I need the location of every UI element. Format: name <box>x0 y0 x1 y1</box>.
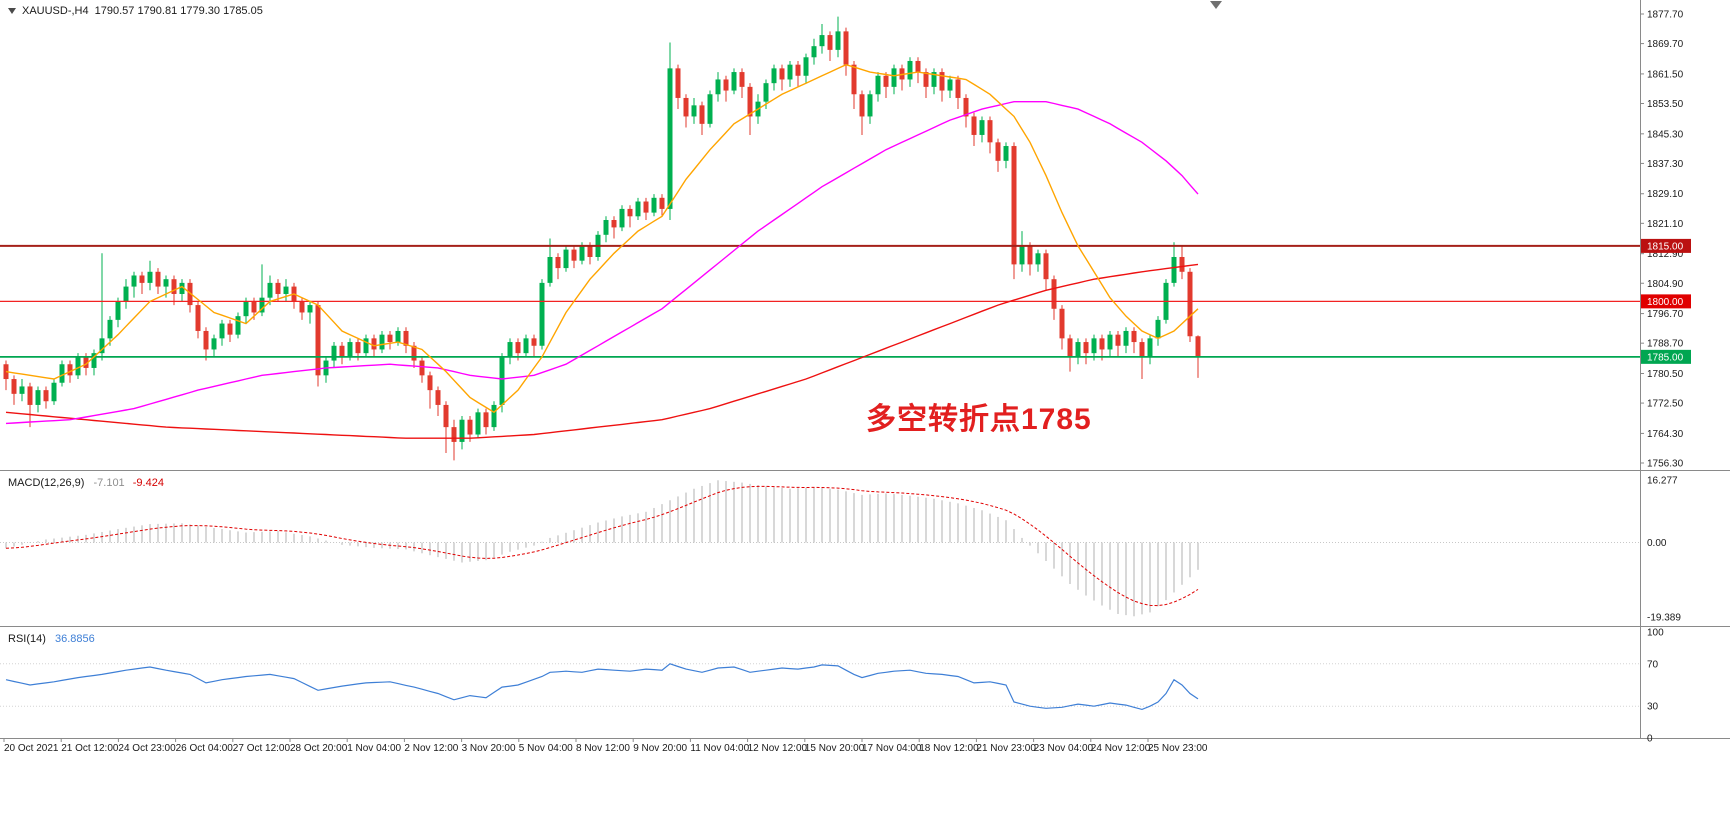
svg-text:1788.70: 1788.70 <box>1647 339 1684 350</box>
rsi-panel <box>0 663 1640 711</box>
svg-text:9 Nov 20:00: 9 Nov 20:00 <box>633 743 687 754</box>
svg-text:30: 30 <box>1647 702 1659 713</box>
macd-main-value: -7.101 <box>93 477 125 489</box>
macd-indicator-label: MACD(12,26,9) -7.101 -9.424 <box>8 477 164 489</box>
svg-text:5 Nov 04:00: 5 Nov 04:00 <box>519 743 573 754</box>
price-axis[interactable]: 1877.70 1869.70 1861.50 1853.50 1845.30 1837.… <box>1640 10 1691 745</box>
svg-text:1837.30: 1837.30 <box>1647 159 1684 170</box>
svg-text:27 Oct 12:00: 27 Oct 12:00 <box>233 743 291 754</box>
svg-text:12 Nov 12:00: 12 Nov 12:00 <box>748 743 808 754</box>
svg-text:28 Oct 20:00: 28 Oct 20:00 <box>290 743 348 754</box>
svg-text:70: 70 <box>1647 659 1659 670</box>
time-axis[interactable]: 20 Oct 2021 21 Oct 12:00 24 Oct 23:00 26 Oc… <box>3 738 1208 755</box>
svg-text:1869.70: 1869.70 <box>1647 39 1684 50</box>
svg-text:0.00: 0.00 <box>1647 538 1667 549</box>
svg-text:100: 100 <box>1647 628 1664 639</box>
svg-text:-19.389: -19.389 <box>1647 613 1681 624</box>
svg-text:1756.30: 1756.30 <box>1647 459 1684 470</box>
svg-text:25 Nov 23:00: 25 Nov 23:00 <box>1148 743 1208 754</box>
symbol-period-label: XAUUSD-,H4 <box>22 5 89 17</box>
svg-text:1800.00: 1800.00 <box>1647 297 1684 308</box>
svg-text:1796.70: 1796.70 <box>1647 309 1684 320</box>
svg-text:1845.30: 1845.30 <box>1647 129 1684 140</box>
svg-text:1785.00: 1785.00 <box>1647 352 1684 363</box>
svg-text:1812.90: 1812.90 <box>1647 249 1684 260</box>
rsi-indicator-label: RSI(14) 36.8856 <box>8 633 95 645</box>
svg-text:23 Nov 04:00: 23 Nov 04:00 <box>1034 743 1094 754</box>
svg-text:1853.50: 1853.50 <box>1647 99 1684 110</box>
svg-text:1772.50: 1772.50 <box>1647 399 1684 410</box>
svg-text:8 Nov 12:00: 8 Nov 12:00 <box>576 743 630 754</box>
svg-text:1804.90: 1804.90 <box>1647 279 1684 290</box>
svg-text:1764.30: 1764.30 <box>1647 429 1684 440</box>
svg-text:1780.50: 1780.50 <box>1647 369 1684 380</box>
svg-text:24 Oct 23:00: 24 Oct 23:00 <box>118 743 176 754</box>
svg-text:20 Oct 2021: 20 Oct 2021 <box>4 743 59 754</box>
macd-panel <box>0 480 1640 617</box>
svg-text:1821.10: 1821.10 <box>1647 219 1684 230</box>
svg-text:16.277: 16.277 <box>1647 476 1678 487</box>
svg-text:2 Nov 12:00: 2 Nov 12:00 <box>404 743 458 754</box>
macd-name: MACD(12,26,9) <box>8 477 85 489</box>
chart-frame <box>0 0 1730 739</box>
svg-text:21 Nov 23:00: 21 Nov 23:00 <box>976 743 1036 754</box>
symbol-info: XAUUSD-,H4 1790.57 1790.81 1779.30 1785.… <box>8 5 263 17</box>
svg-text:1 Nov 04:00: 1 Nov 04:00 <box>347 743 401 754</box>
macd-signal-value: -9.424 <box>132 477 164 489</box>
svg-text:17 Nov 04:00: 17 Nov 04:00 <box>862 743 922 754</box>
svg-text:24 Nov 12:00: 24 Nov 12:00 <box>1091 743 1151 754</box>
svg-text:0: 0 <box>1647 734 1653 745</box>
svg-text:1815.00: 1815.00 <box>1647 241 1684 252</box>
svg-text:11 Nov 04:00: 11 Nov 04:00 <box>690 743 749 754</box>
rsi-value: 36.8856 <box>54 633 95 645</box>
moving-averages-layer <box>5 63 1199 439</box>
svg-text:1877.70: 1877.70 <box>1647 10 1684 21</box>
svg-text:1829.10: 1829.10 <box>1647 189 1684 200</box>
candles-layer <box>3 16 1201 461</box>
svg-text:3 Nov 20:00: 3 Nov 20:00 <box>462 743 516 754</box>
svg-text:1861.50: 1861.50 <box>1647 69 1684 80</box>
horizontal-lines-layer[interactable] <box>0 244 1640 358</box>
svg-text:18 Nov 12:00: 18 Nov 12:00 <box>919 743 979 754</box>
svg-text:21 Oct 12:00: 21 Oct 12:00 <box>61 743 119 754</box>
rsi-name: RSI(14) <box>8 633 46 645</box>
ohlc-values: 1790.57 1790.81 1779.30 1785.05 <box>94 5 263 17</box>
svg-text:26 Oct 04:00: 26 Oct 04:00 <box>176 743 234 754</box>
svg-text:15 Nov 20:00: 15 Nov 20:00 <box>805 743 865 754</box>
annotation-text[interactable]: 多空转折点1785 <box>866 403 1092 436</box>
symbol-dropdown-icon[interactable] <box>8 8 16 14</box>
chart-shift-marker-icon[interactable] <box>1210 1 1222 9</box>
